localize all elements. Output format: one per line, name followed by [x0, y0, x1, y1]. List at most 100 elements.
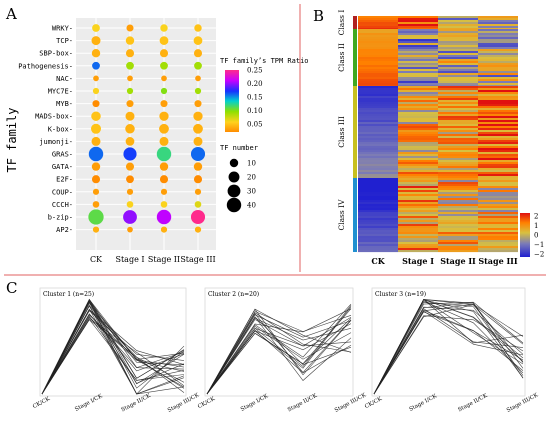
- heatmap-cell: [438, 204, 478, 207]
- heatmap-cell: [358, 120, 398, 123]
- heatmap-cell: [478, 176, 518, 179]
- heatmap-cell: [478, 216, 518, 219]
- heatmap-cell: [438, 124, 478, 127]
- heatmap-cell: [478, 142, 518, 145]
- y-tick-label: MYB-: [56, 100, 73, 108]
- expression-line: [206, 305, 352, 395]
- heatmap-cell: [478, 57, 518, 60]
- heatmap-cell: [438, 98, 478, 101]
- heatmap-cell: [438, 59, 478, 62]
- heatmap-cell: [398, 100, 438, 103]
- heatmap-cell: [358, 124, 398, 127]
- heatmap-cell: [358, 57, 398, 60]
- y-tick-label: b-zip-: [48, 214, 73, 222]
- dot-e2f-ck: [91, 175, 101, 184]
- heatmap-cell: [438, 132, 478, 135]
- heatmap-cell: [478, 106, 518, 109]
- heatmap-cell: [438, 238, 478, 241]
- heatmap-cell: [398, 16, 438, 19]
- heatmap-cell: [398, 200, 438, 203]
- dot-b-zip-stage-i: [123, 210, 137, 224]
- heatmap-cell: [478, 83, 518, 86]
- dot-wrky-ck: [92, 24, 100, 32]
- heatmap-cell: [358, 88, 398, 91]
- heatmap-cell: [358, 108, 398, 111]
- heatmap-cell: [358, 33, 398, 36]
- heatmap-cell: [358, 224, 398, 227]
- heatmap-cell: [358, 130, 398, 133]
- heatmap-cell: [358, 39, 398, 42]
- heatmap-cell: [478, 98, 518, 101]
- heatmap-cell: [438, 126, 478, 129]
- class-label: Class I: [337, 10, 346, 36]
- dot-jumonji-stage-ii: [159, 136, 169, 146]
- heatmap-cell: [438, 248, 478, 251]
- heatmap-cell: [398, 202, 438, 205]
- heatmap-cell: [358, 22, 398, 25]
- heatmap-cell: [478, 150, 518, 153]
- heatmap-cell: [398, 63, 438, 66]
- heatmap-cell: [438, 134, 478, 137]
- dot-ccch-stage-iii: [194, 201, 202, 208]
- heatmap-cell: [398, 88, 438, 91]
- heatmap-cell: [478, 248, 518, 251]
- heatmap-cell: [358, 53, 398, 56]
- heatmap-cell: [358, 144, 398, 147]
- heatmap-cell: [438, 192, 478, 195]
- heatmap-cell: [358, 102, 398, 105]
- y-tick-label: SBP-box-: [39, 50, 73, 58]
- heatmap-cell: [358, 71, 398, 74]
- heatmap-cell: [478, 180, 518, 183]
- heatmap-cell: [398, 218, 438, 221]
- heatmap-cell: [438, 39, 478, 42]
- heatmap-cell: [358, 41, 398, 44]
- heatmap-cell: [358, 186, 398, 189]
- heatmap-colorbar: [520, 213, 530, 257]
- heatmap-cell: [358, 63, 398, 66]
- heatmap-cell: [438, 246, 478, 249]
- heatmap-cell: [438, 180, 478, 183]
- heatmap-cell: [478, 238, 518, 241]
- class-label: Class IV: [337, 199, 346, 231]
- heatmap-cell: [358, 31, 398, 34]
- heatmap-cell: [438, 136, 478, 139]
- dot-gata-stage-iii: [193, 162, 203, 171]
- dot-myb-stage-iii: [194, 100, 202, 108]
- heatmap-cell: [478, 81, 518, 84]
- expression-line: [373, 300, 524, 395]
- dot-mads-box-stage-ii: [159, 111, 169, 121]
- heatmap-cell: [478, 16, 518, 19]
- heatmap-cell: [398, 238, 438, 241]
- heatmap-cell: [358, 37, 398, 40]
- tpm-ratio-colorbar: [225, 70, 239, 132]
- heatmap-cell: [358, 190, 398, 193]
- heatmap-cell: [398, 118, 438, 121]
- tpm-ratio-tick: 0.20: [247, 80, 263, 88]
- heatmap-cell: [398, 102, 438, 105]
- heatmap-cell: [358, 156, 398, 159]
- heatmap-cell: [398, 67, 438, 70]
- heatmap-cell: [478, 226, 518, 229]
- tpm-ratio-tick: 0.05: [247, 120, 263, 128]
- heatmap-cell: [478, 45, 518, 48]
- heatmap-cell: [358, 212, 398, 215]
- heatmap-cell: [438, 164, 478, 167]
- heatmap-cell: [398, 206, 438, 209]
- heatmap-cell: [398, 222, 438, 225]
- cluster-x-tick-label: CK/CK: [364, 396, 384, 410]
- heatmap-cell: [398, 234, 438, 237]
- heatmap-cell: [478, 26, 518, 29]
- heatmap-cell: [398, 248, 438, 251]
- heatmap-cell: [358, 208, 398, 211]
- heatmap-cell: [478, 65, 518, 68]
- heatmap-cell: [478, 47, 518, 50]
- heatmap-cell: [398, 140, 438, 143]
- heatmap-cell: [398, 190, 438, 193]
- heatmap-cell: [358, 83, 398, 86]
- heatmap-cell: [398, 116, 438, 119]
- y-tick-label: WRKY-: [52, 25, 73, 33]
- tf-number-legend-tick: 10: [247, 160, 256, 168]
- heatmap-cell: [398, 166, 438, 169]
- heatmap-cell: [358, 170, 398, 173]
- y-tick-label: NAC-: [56, 75, 73, 83]
